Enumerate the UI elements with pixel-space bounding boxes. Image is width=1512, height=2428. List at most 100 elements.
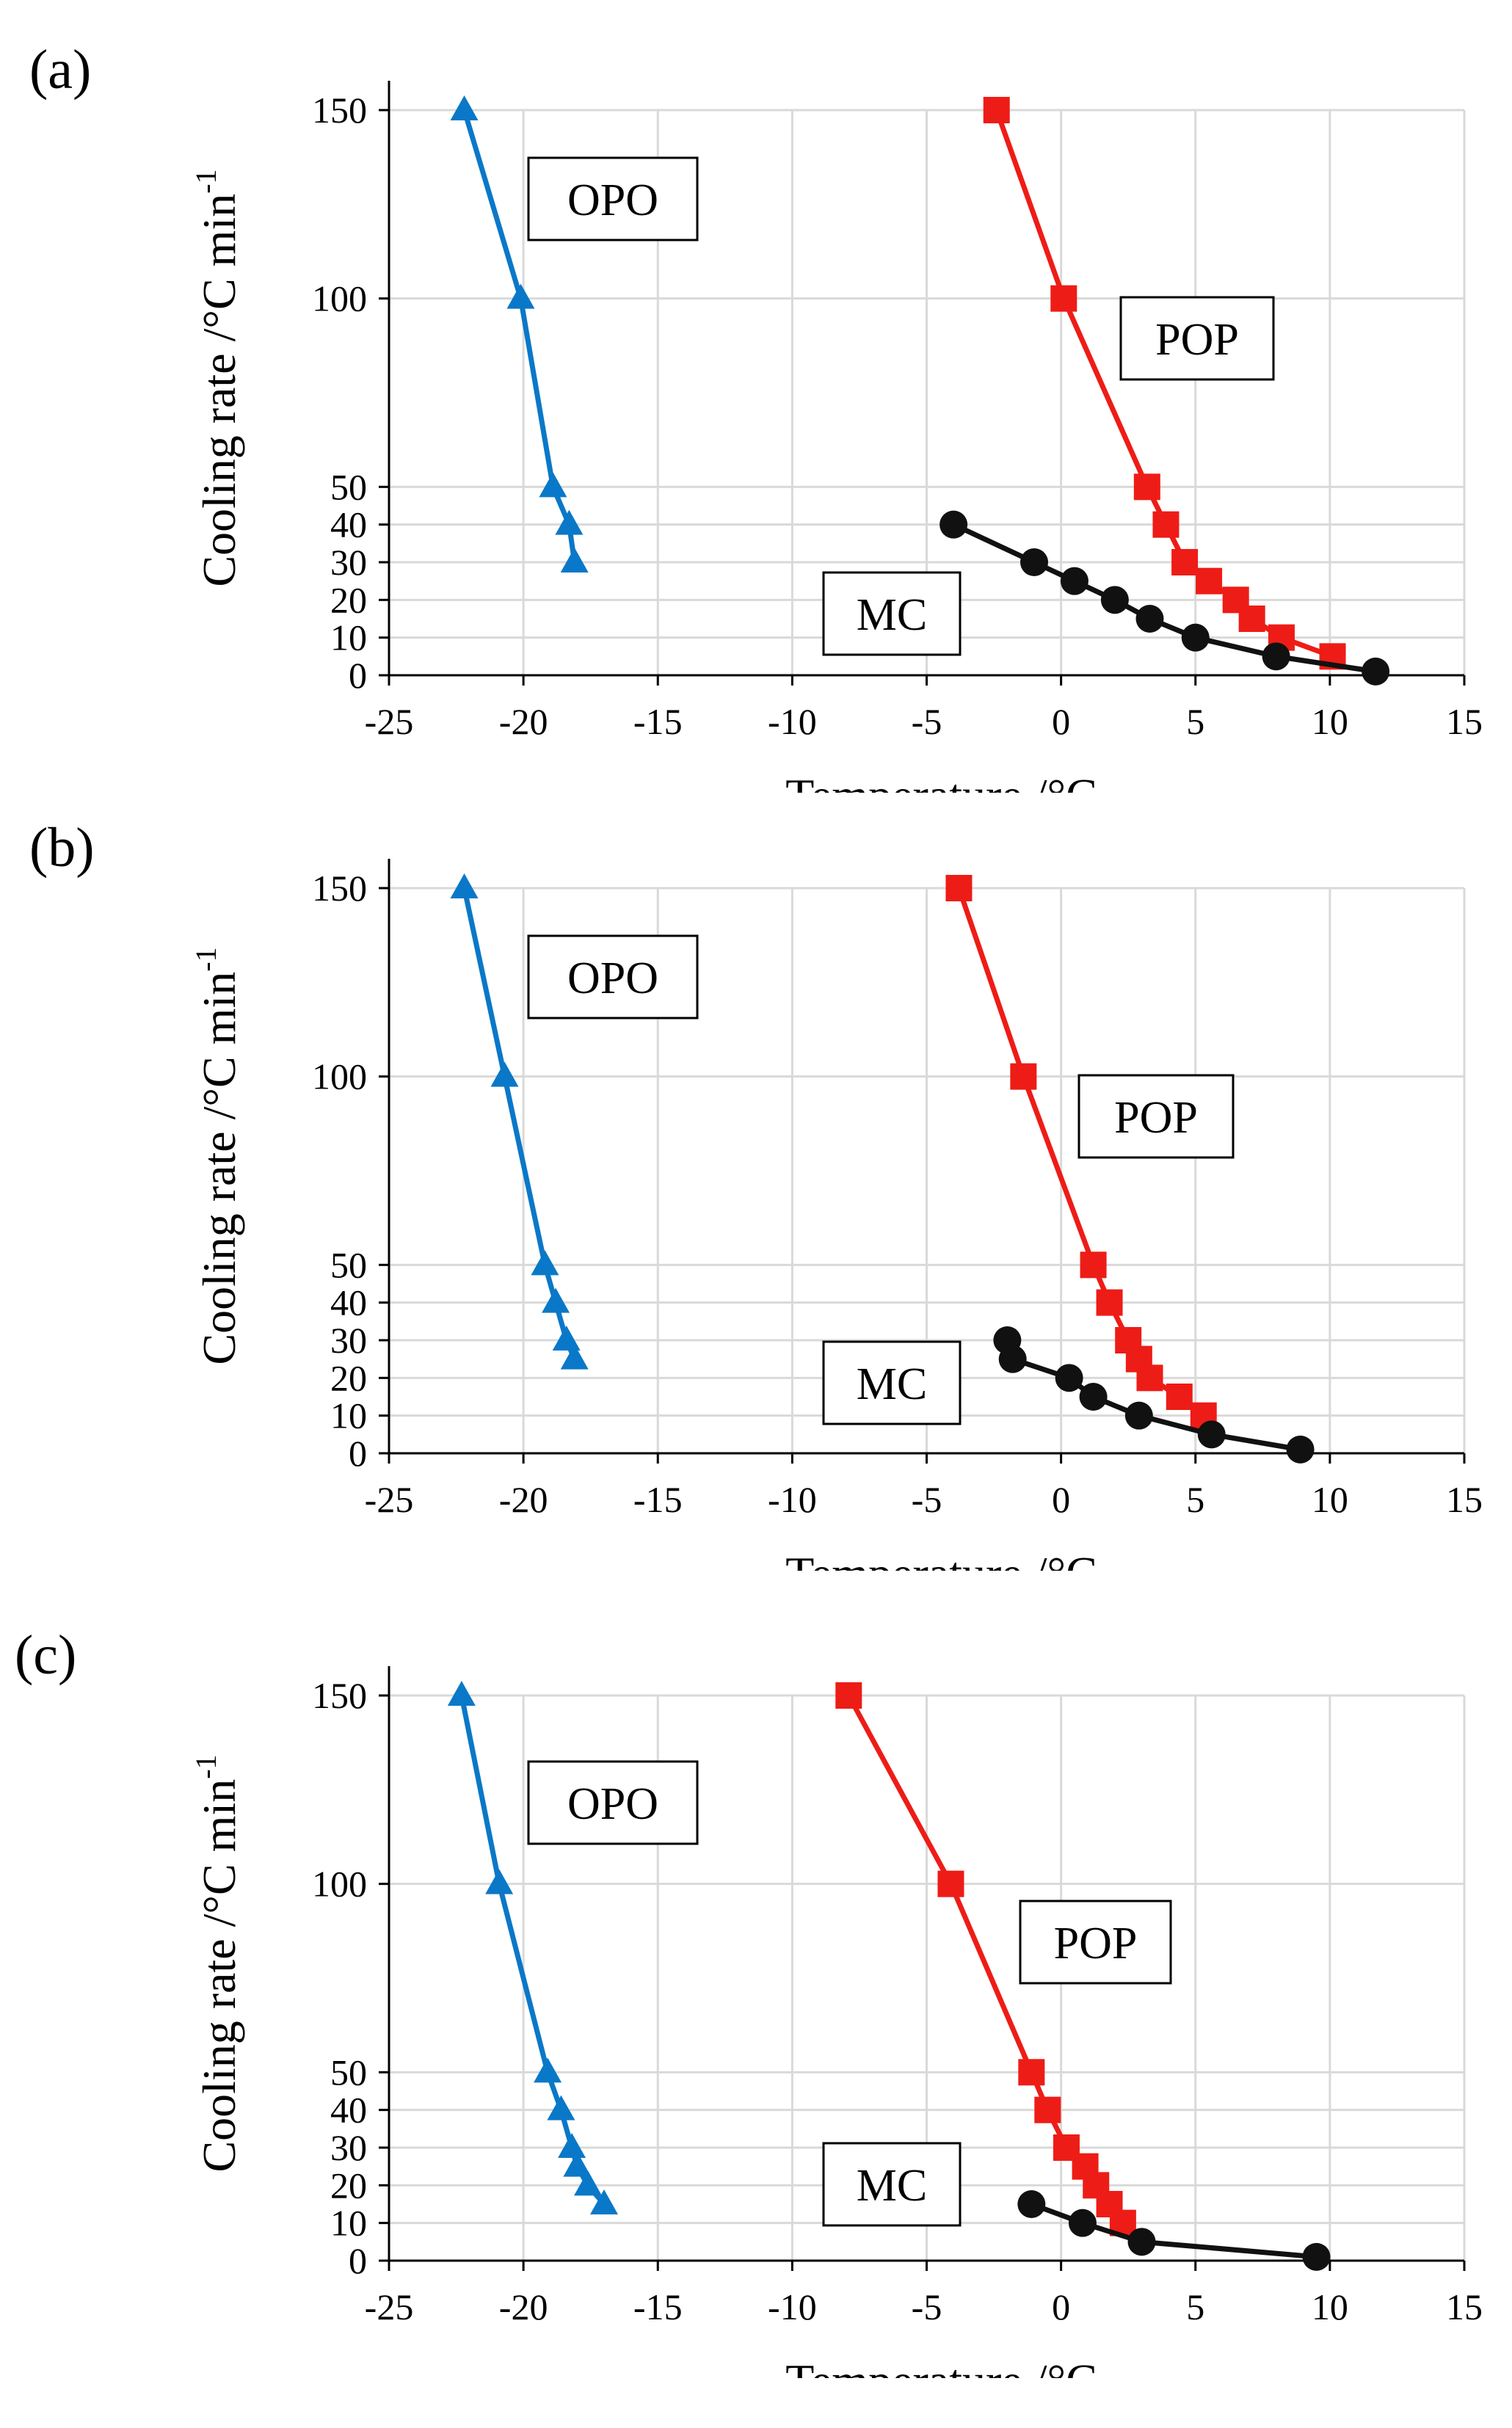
series-label-box-pop: [1077, 1074, 1235, 1159]
x-tick-label: -10: [768, 1479, 817, 1520]
point-opo: [574, 2170, 603, 2196]
point-mc: [1068, 2209, 1097, 2237]
point-opo: [506, 283, 535, 309]
y-tick-label: 100: [312, 1864, 367, 1905]
y-tick-label: 150: [312, 868, 367, 909]
y-axis-title: Cooling rate /°C min-1: [189, 1754, 245, 2172]
point-mc: [1262, 642, 1290, 671]
y-tick-label: 20: [330, 579, 367, 620]
y-tick-label: 100: [312, 278, 367, 319]
x-tick-label: 0: [1052, 701, 1070, 742]
y-tick-label: 150: [312, 1675, 367, 1716]
series-label-opo: OPO: [567, 1779, 658, 1829]
x-tick-label: -5: [912, 2286, 942, 2327]
x-tick-label: -15: [633, 701, 683, 742]
y-axis-title-superscript: -1: [189, 169, 222, 193]
panel-label: (a): [29, 39, 91, 101]
series-label-box-pop: [1019, 1900, 1172, 1985]
series-label-box-mc: [822, 2142, 962, 2227]
y-tick-label: 0: [349, 2240, 367, 2281]
series-label-box-pop: [1119, 296, 1275, 381]
chart-svg-c: 01020304050100150-25-20-15-10-5051015Tem…: [15, 1624, 1483, 2378]
point-mc: [939, 510, 968, 539]
point-mc: [1124, 1401, 1153, 1430]
point-pop: [1096, 1289, 1123, 1316]
x-axis-title: Temperature /°C: [785, 1547, 1097, 1571]
point-pop: [1133, 473, 1160, 501]
point-opo: [534, 2057, 562, 2083]
series-label-mc: MC: [857, 590, 927, 640]
point-opo: [542, 1287, 570, 1313]
x-tick-label: -15: [633, 1479, 683, 1520]
series-label-mc: MC: [857, 2161, 927, 2211]
x-tick-label: 5: [1186, 2286, 1204, 2327]
point-opo: [560, 548, 589, 573]
y-tick-label: 100: [312, 1056, 367, 1097]
point-pop: [1238, 606, 1265, 632]
y-tick-label: 0: [349, 1433, 367, 1474]
series-line-mc: [1005, 1340, 1301, 1453]
y-tick-label: 30: [330, 1320, 367, 1361]
y-tick-label: 10: [330, 617, 367, 658]
y-tick-label: 30: [330, 2127, 367, 2168]
x-tick-label: -25: [365, 2286, 414, 2327]
y-axis-title-superscript: -1: [189, 1754, 222, 1778]
x-tick-label: 0: [1052, 1479, 1070, 1520]
point-mc: [1079, 1383, 1108, 1411]
point-mc: [1197, 1420, 1226, 1449]
chart-panel-a: 01020304050100150-25-20-15-10-5051015Tem…: [0, 15, 1512, 793]
series-label-opo: OPO: [567, 953, 658, 1003]
y-axis-title-superscript: -1: [189, 947, 222, 971]
point-opo: [552, 1326, 581, 1351]
point-opo: [450, 873, 479, 898]
point-mc: [1060, 567, 1088, 595]
x-tick-label: -25: [365, 1479, 414, 1520]
y-tick-label: 40: [330, 504, 367, 545]
point-pop: [1010, 1063, 1037, 1090]
y-tick-label: 30: [330, 542, 367, 583]
x-tick-label: 10: [1312, 1479, 1348, 1520]
point-opo: [490, 1061, 519, 1087]
x-tick-label: 15: [1446, 1479, 1483, 1520]
x-tick-label: -5: [912, 1479, 942, 1520]
series-label-box-mc: [822, 1340, 962, 1425]
y-tick-label: 10: [330, 1395, 367, 1436]
x-tick-label: -15: [633, 2286, 683, 2327]
x-axis-title: Temperature /°C: [785, 2355, 1097, 2378]
point-opo: [555, 509, 584, 535]
point-pop: [1034, 2096, 1061, 2123]
point-pop: [835, 1682, 862, 1709]
series-label-box-opo: [527, 934, 699, 1019]
point-mc: [1017, 2190, 1046, 2218]
point-pop: [1196, 567, 1223, 595]
series-label-pop: POP: [1155, 315, 1239, 365]
x-tick-label: 15: [1446, 701, 1483, 742]
panel-label: (b): [29, 817, 95, 879]
y-axis-title: Cooling rate /°C min-1: [189, 947, 245, 1364]
y-tick-label: 20: [330, 1357, 367, 1398]
point-opo: [539, 472, 567, 498]
series-label-box-mc: [822, 571, 962, 656]
x-tick-label: -20: [499, 701, 548, 742]
y-tick-label: 20: [330, 2165, 367, 2206]
y-tick-label: 40: [330, 1282, 367, 1323]
y-tick-label: 50: [330, 466, 367, 507]
x-tick-label: 5: [1186, 701, 1204, 742]
point-opo: [590, 2189, 618, 2214]
point-mc: [1181, 623, 1210, 652]
chart-panel-b: 01020304050100150-25-20-15-10-5051015Tem…: [0, 793, 1512, 1571]
point-pop: [1166, 1384, 1193, 1410]
x-tick-label: 10: [1312, 701, 1348, 742]
point-mc: [1362, 657, 1390, 686]
point-opo: [485, 1869, 514, 1894]
x-tick-label: -20: [499, 2286, 548, 2327]
point-pop: [1018, 2059, 1045, 2086]
point-pop: [983, 97, 1010, 123]
point-pop: [1050, 285, 1077, 312]
y-tick-label: 10: [330, 2203, 367, 2244]
series-line-pop: [994, 109, 1334, 659]
y-tick-label: 40: [330, 2090, 367, 2131]
point-opo: [447, 1681, 476, 1706]
x-tick-label: -10: [768, 701, 817, 742]
point-pop: [937, 1870, 964, 1897]
